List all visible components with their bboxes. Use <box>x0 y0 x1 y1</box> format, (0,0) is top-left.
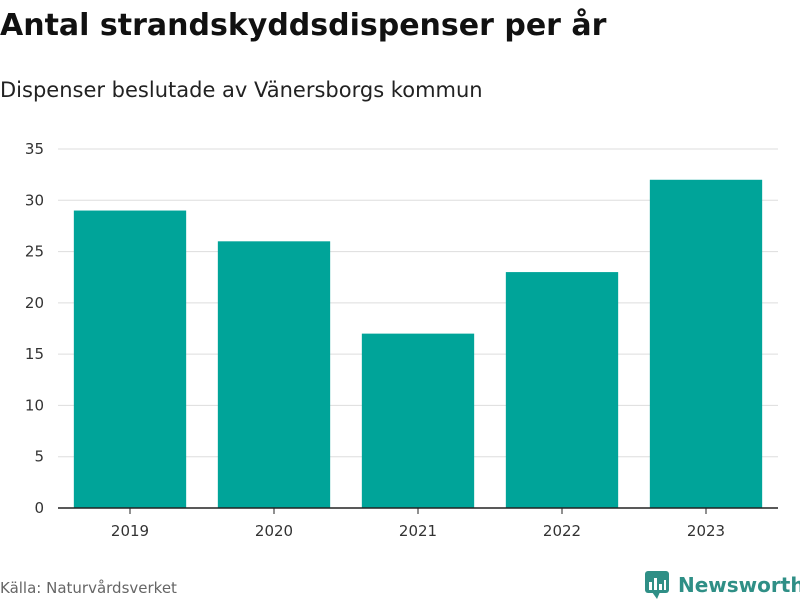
y-tick-label-5: 5 <box>34 448 44 466</box>
y-tick-label-20: 20 <box>25 294 44 312</box>
source-note: Källa: Naturvårdsverket <box>0 579 177 597</box>
x-tick-label-2019: 2019 <box>111 522 149 540</box>
y-tick-label-30: 30 <box>25 191 44 209</box>
chart-title: Antal strandskyddsdispenser per år <box>0 8 607 43</box>
x-tick-label-2022: 2022 <box>543 522 581 540</box>
bar-2019 <box>73 210 187 509</box>
x-tick-label-2020: 2020 <box>255 522 293 540</box>
bar-2022 <box>505 272 619 508</box>
bars <box>73 179 763 509</box>
axes <box>58 507 778 514</box>
y-tick-label-0: 0 <box>34 499 44 517</box>
y-tick-label-25: 25 <box>25 243 44 261</box>
y-tick-label-10: 10 <box>25 396 44 414</box>
newsworthy-logo: Newsworthy <box>644 569 800 601</box>
x-tick-label-2021: 2021 <box>399 522 437 540</box>
chart-subtitle: Dispenser beslutade av Vänersborgs kommu… <box>0 78 483 102</box>
bar-2023 <box>649 179 763 508</box>
bar-2021 <box>361 333 475 508</box>
bar-chart-logo-icon <box>645 571 669 599</box>
bar-2020 <box>217 241 331 509</box>
y-tick-label-35: 35 <box>25 140 44 158</box>
x-tick-label-2023: 2023 <box>687 522 725 540</box>
tick-labels: 0 5 10 15 20 25 30 35 2019 2020 2021 2022 2023 <box>25 140 725 540</box>
brand-name: Newsworthy <box>678 573 800 597</box>
y-tick-label-15: 15 <box>25 345 44 363</box>
